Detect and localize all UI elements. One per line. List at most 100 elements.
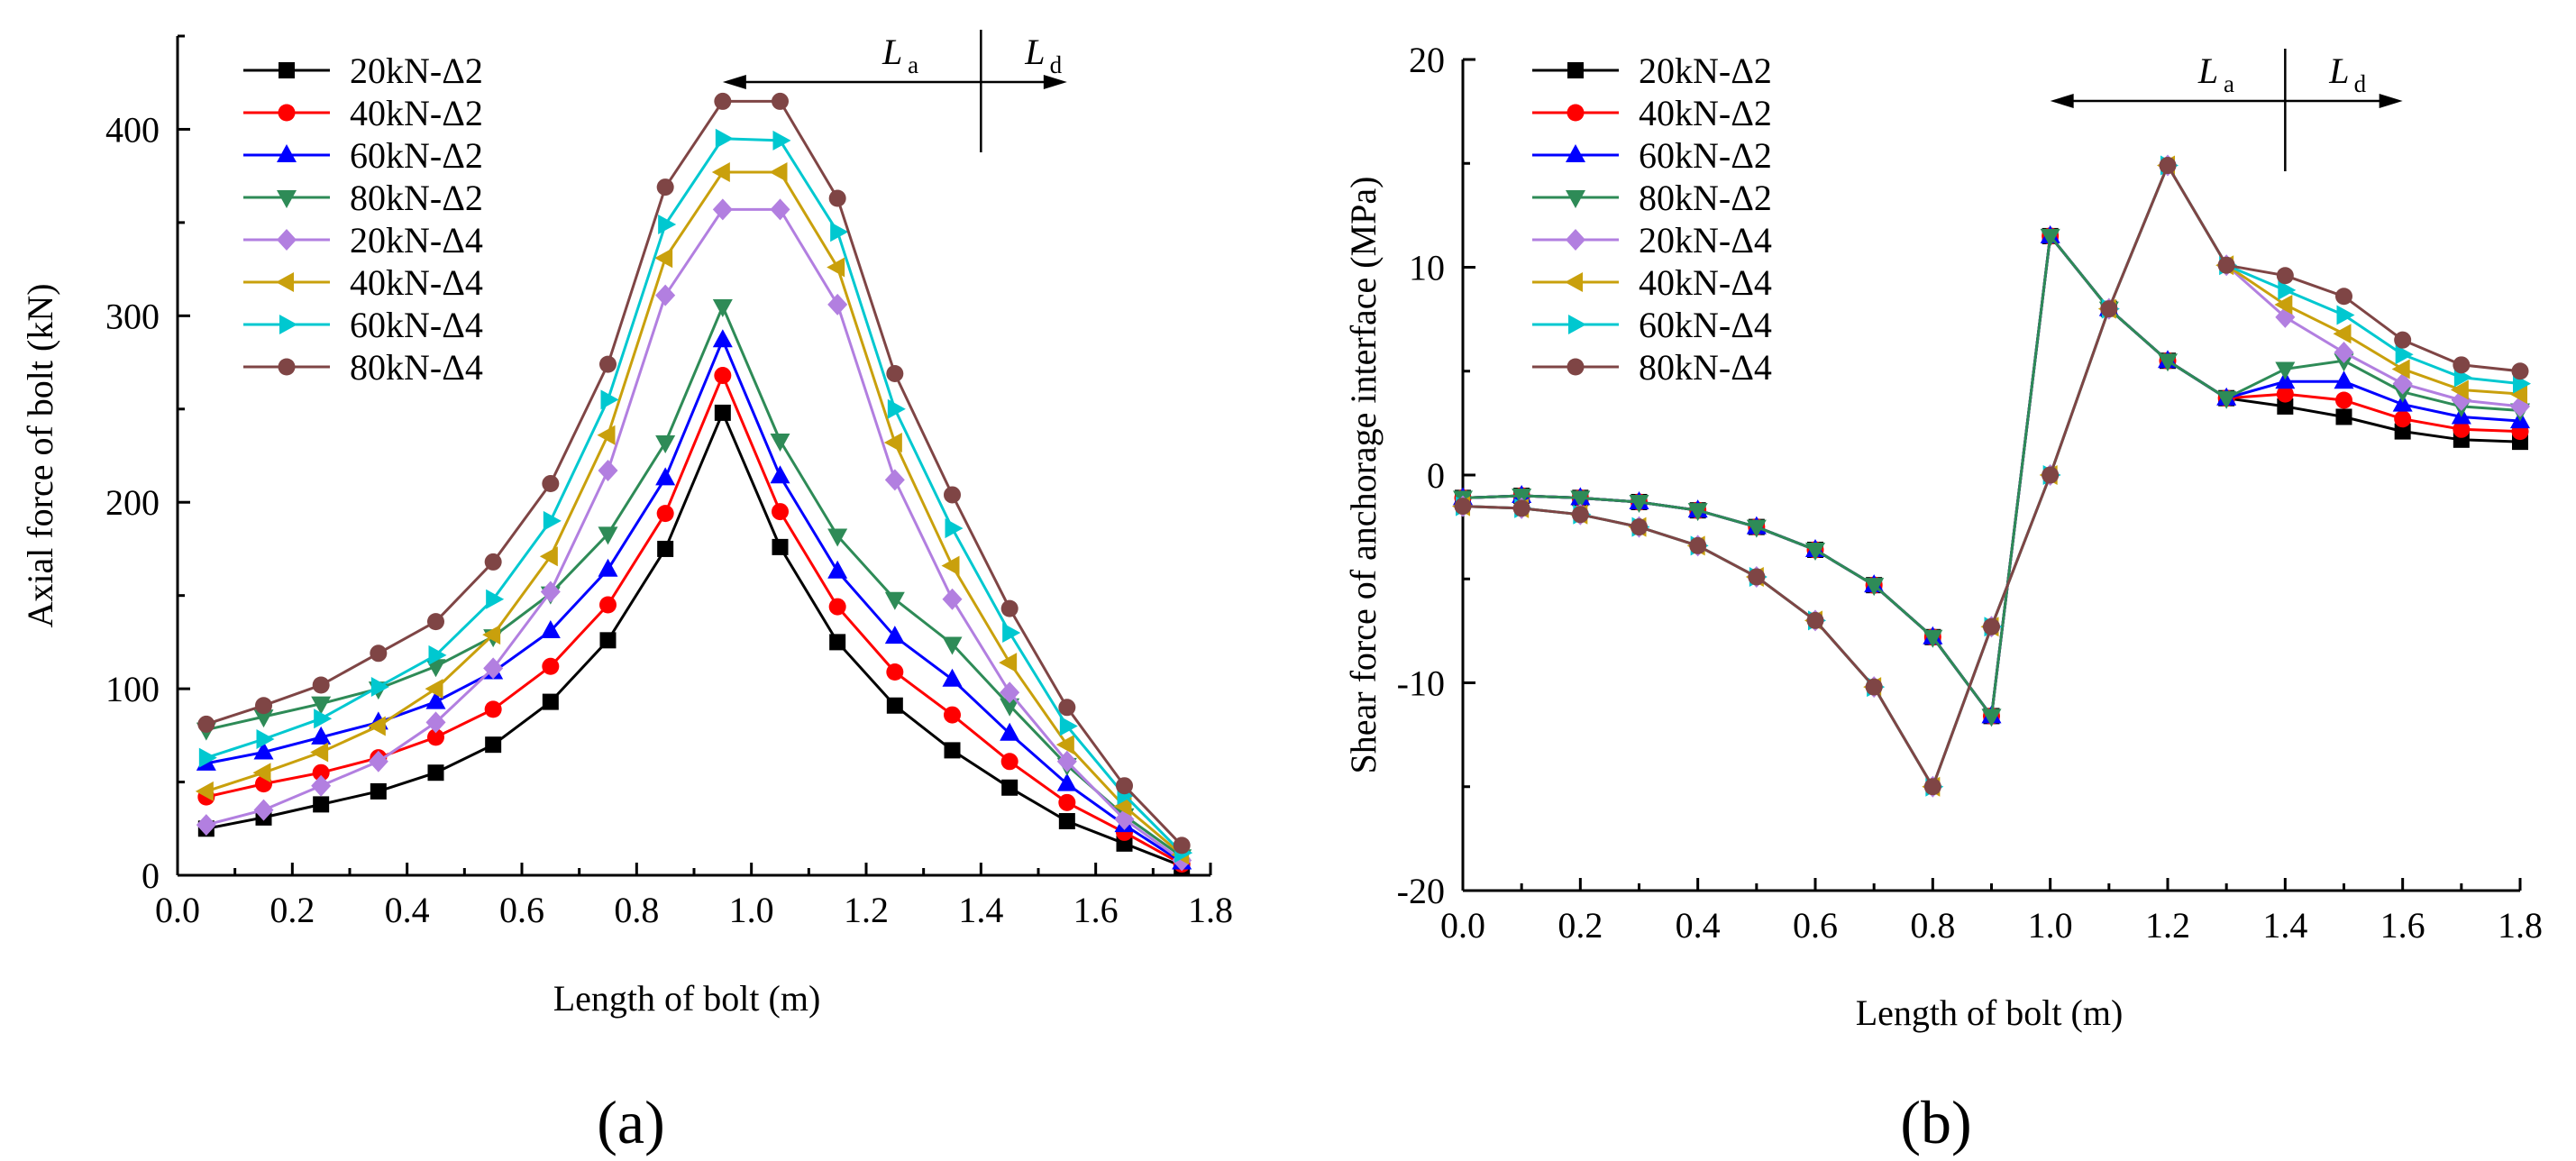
data-point [712,298,733,317]
data-point [1865,678,1883,696]
data-point [999,653,1018,673]
data-point [887,398,906,419]
data-point [655,435,676,454]
data-point [944,742,961,759]
y-axis-label: Shear force of anchorage interface (MPa) [1343,177,1384,774]
data-point [884,626,905,644]
debond-length-label: L [1024,32,1045,72]
x-tick-label: 1.0 [729,890,774,930]
data-point [770,465,790,484]
anchorage-length-label: L [2197,50,2218,91]
legend-marker [279,315,297,334]
data-point [542,657,560,675]
data-point [1058,813,1075,830]
data-point [599,596,617,614]
data-point [311,726,332,745]
data-point [654,248,673,269]
data-point [195,781,214,801]
y-tick-label: -10 [1397,663,1445,704]
data-point [542,693,559,710]
data-point [772,503,789,521]
data-point [2333,324,2352,344]
data-point [655,284,676,306]
data-point [540,619,561,638]
legend-marker [277,229,297,251]
legend-label: 40kN-Δ4 [350,262,483,303]
data-point [599,355,617,373]
anchorage-length-label: L [882,32,902,72]
data-point [658,214,677,234]
data-point [252,763,271,783]
data-point [484,700,502,718]
series-line [206,99,1183,846]
x-tick-label: 1.8 [2498,905,2543,946]
series-line [1462,162,2521,791]
data-point [598,558,618,577]
y-tick-label: 20 [1409,40,1445,80]
data-point [1058,793,1076,811]
series-80kN-Δ4 [1454,157,2529,796]
data-point [828,598,846,616]
data-point [827,560,848,579]
series-40kN-Δ2 [1454,227,2529,725]
data-point [598,526,618,545]
data-point [2450,379,2469,400]
data-point [255,697,272,715]
series-line [1462,162,2521,791]
data-point [2276,267,2294,285]
data-point [944,486,961,504]
series-20kN-Δ4 [196,198,1192,872]
data-point [2395,344,2414,365]
data-point [427,613,444,631]
anchorage-length-subscript: a [2224,70,2234,97]
legend-label: 20kN-Δ4 [1639,220,1772,261]
y-tick-label: 10 [1409,248,1445,288]
data-point [370,782,387,800]
data-point [886,364,904,382]
data-point [886,663,904,681]
data-point [1000,753,1019,771]
data-point [428,644,447,665]
data-point [830,222,849,242]
data-point [370,644,388,663]
data-point [772,92,789,110]
data-point [1002,623,1021,644]
series-80kN-Δ4 [197,92,1191,855]
chart-panel-b: 0.0 0.2 0.4 0.6 0.8 1.0 1.2 1.4 1.6 1.8 -20 -10 0 10 2… [1343,40,2543,1156]
data-point [656,505,674,523]
data-point [2158,353,2178,372]
data-point [711,162,730,183]
data-point [1687,503,1708,522]
data-point [828,189,846,207]
legend-marker [1566,144,1585,162]
series-line [206,170,1183,856]
x-tick-label: 1.4 [2262,905,2307,946]
data-point [484,553,502,571]
data-point [1116,777,1133,795]
data-point [311,696,332,715]
x-tick-label: 1.8 [1188,890,1233,930]
data-point [2335,408,2352,425]
legend-label: 80kN-Δ2 [1639,178,1772,218]
panel-label: (b) [1900,1088,1971,1156]
series-line [1462,162,2521,791]
data-point [486,589,505,609]
data-point [368,750,388,772]
legend-label: 60kN-Δ4 [1639,305,1772,345]
x-tick-label: 0.8 [614,890,659,930]
arrow-head-left [2050,94,2074,108]
arrow-head-right [2379,94,2403,108]
data-point [714,367,732,385]
legend-label: 60kN-Δ2 [1639,135,1772,176]
data-point [196,814,216,836]
data-point [2040,228,2060,247]
data-point [597,425,616,445]
data-point [370,677,389,698]
data-point [543,510,562,531]
data-point [1055,735,1074,755]
data-point [2100,300,2118,318]
data-point [2159,157,2177,175]
data-point [1983,617,2000,635]
series-line [206,336,1183,864]
